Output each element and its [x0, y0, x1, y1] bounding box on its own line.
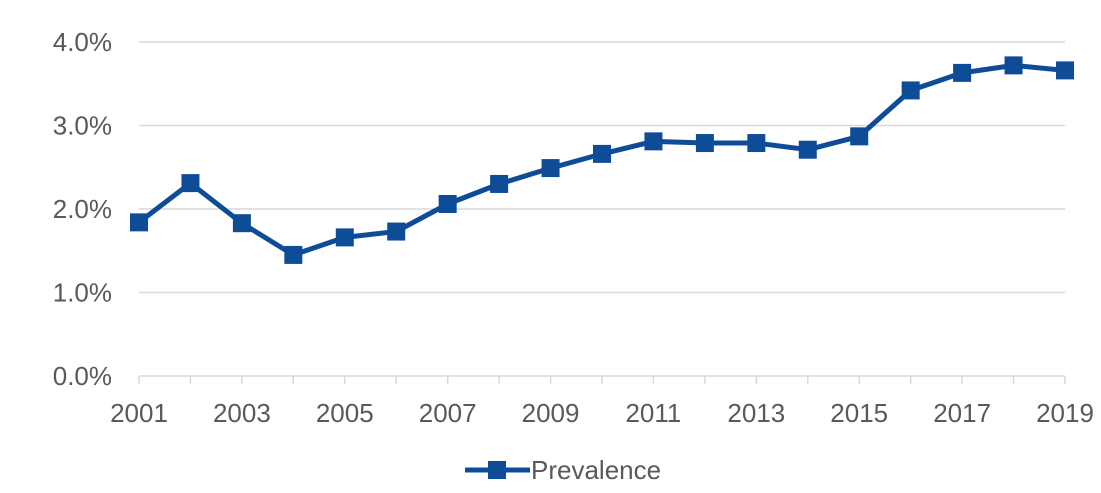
x-tick-label: 2019 — [1036, 398, 1094, 428]
x-tick-label: 2003 — [213, 398, 271, 428]
x-tick-label: 2017 — [933, 398, 991, 428]
data-point-marker — [130, 213, 148, 232]
data-point-marker — [593, 144, 611, 163]
gridlines — [139, 41, 1065, 294]
y-tick-label: 4.0% — [53, 27, 112, 57]
data-point-marker — [1004, 56, 1023, 75]
y-tick-label: 3.0% — [53, 111, 112, 141]
x-tick-label: 2011 — [625, 398, 681, 428]
data-point-marker — [541, 159, 560, 178]
x-tick-label: 2015 — [830, 398, 888, 428]
data-point-marker — [953, 63, 972, 82]
data-point-marker — [490, 174, 509, 193]
x-tick-label: 2007 — [419, 398, 477, 428]
series-group — [130, 56, 1074, 264]
data-point-marker — [747, 134, 766, 153]
legend-marker — [488, 461, 506, 479]
data-point-marker — [695, 134, 714, 153]
data-point-marker — [284, 245, 303, 264]
data-point-marker — [798, 140, 817, 159]
x-tick-label: 2005 — [316, 398, 374, 428]
x-tick-label: 2013 — [727, 398, 785, 428]
data-point-marker — [850, 127, 869, 146]
data-point-marker — [1056, 61, 1074, 80]
data-point-marker — [438, 194, 457, 213]
data-point-marker — [181, 174, 200, 193]
data-point-marker — [901, 81, 920, 100]
data-point-marker — [644, 132, 663, 151]
x-tick-label: 2001 — [110, 398, 168, 428]
x-tick-label: 2009 — [522, 398, 580, 428]
data-point-marker — [387, 222, 406, 241]
axes: 0.0% 1.0% 2.0% 3.0% 4.0% 2001 2003 2005 2007 2009… — [53, 27, 1094, 428]
data-point-marker — [335, 228, 354, 247]
y-tick-label: 2.0% — [53, 194, 112, 224]
legend-label: Prevalence — [531, 455, 661, 485]
legend: Prevalence — [465, 455, 661, 485]
y-tick-label: 1.0% — [53, 278, 112, 308]
y-tick-label: 0.0% — [53, 361, 112, 391]
data-point-marker — [232, 214, 251, 233]
